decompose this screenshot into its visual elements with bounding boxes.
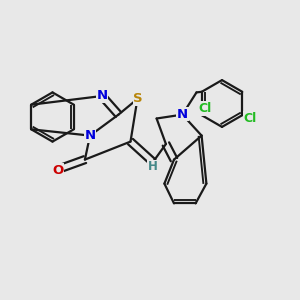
Text: N: N [84, 129, 96, 142]
Text: H: H [148, 160, 158, 173]
Text: Cl: Cl [199, 102, 212, 115]
Text: N: N [177, 107, 188, 121]
Text: O: O [52, 164, 63, 177]
Text: N: N [96, 89, 108, 102]
Text: Cl: Cl [243, 112, 256, 125]
Text: S: S [133, 92, 143, 105]
